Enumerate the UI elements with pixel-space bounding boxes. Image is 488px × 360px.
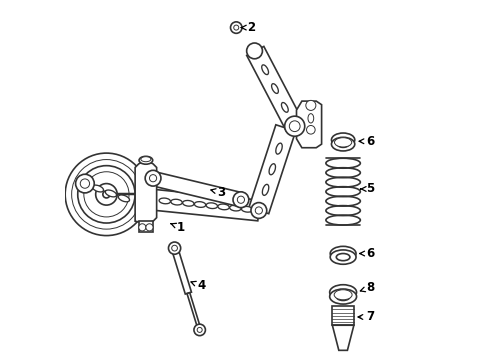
Circle shape <box>255 207 262 214</box>
Ellipse shape <box>218 204 229 210</box>
Circle shape <box>230 22 242 33</box>
Circle shape <box>305 100 315 111</box>
Ellipse shape <box>329 246 355 261</box>
Ellipse shape <box>271 84 278 94</box>
Circle shape <box>80 179 89 188</box>
Ellipse shape <box>261 65 268 75</box>
Circle shape <box>250 203 266 219</box>
Circle shape <box>237 196 244 203</box>
Ellipse shape <box>159 198 170 204</box>
Text: 3: 3 <box>210 186 225 199</box>
Ellipse shape <box>281 103 287 112</box>
Circle shape <box>233 25 238 30</box>
Circle shape <box>246 43 262 59</box>
Circle shape <box>76 174 94 193</box>
Polygon shape <box>246 46 303 131</box>
Ellipse shape <box>105 190 116 197</box>
Polygon shape <box>81 174 141 213</box>
Polygon shape <box>332 325 353 350</box>
Circle shape <box>306 126 314 134</box>
Ellipse shape <box>337 141 348 147</box>
Ellipse shape <box>194 202 205 207</box>
Ellipse shape <box>329 285 356 300</box>
Circle shape <box>194 324 205 336</box>
Circle shape <box>96 184 117 205</box>
Circle shape <box>233 192 248 208</box>
Text: 2: 2 <box>241 21 255 34</box>
Ellipse shape <box>336 293 349 301</box>
Ellipse shape <box>206 203 217 208</box>
Text: 1: 1 <box>170 221 184 234</box>
Ellipse shape <box>333 290 351 300</box>
Ellipse shape <box>92 185 103 192</box>
Ellipse shape <box>268 164 275 175</box>
Ellipse shape <box>331 137 354 151</box>
Circle shape <box>65 153 147 235</box>
Circle shape <box>168 242 180 254</box>
Circle shape <box>102 191 110 198</box>
Text: 6: 6 <box>359 247 374 260</box>
Ellipse shape <box>241 206 252 212</box>
Circle shape <box>284 116 304 136</box>
Circle shape <box>72 159 141 229</box>
Ellipse shape <box>331 133 354 147</box>
Ellipse shape <box>334 138 351 147</box>
Ellipse shape <box>329 289 356 304</box>
Text: 5: 5 <box>360 183 374 195</box>
Ellipse shape <box>139 156 152 164</box>
Polygon shape <box>296 101 321 148</box>
Circle shape <box>197 327 202 332</box>
Circle shape <box>149 175 156 182</box>
Text: 4: 4 <box>191 279 205 292</box>
Ellipse shape <box>262 184 268 195</box>
Ellipse shape <box>229 205 241 211</box>
Circle shape <box>145 170 161 186</box>
Ellipse shape <box>170 199 182 205</box>
Polygon shape <box>332 306 353 325</box>
Ellipse shape <box>118 195 129 202</box>
Polygon shape <box>248 125 295 214</box>
Circle shape <box>78 166 135 223</box>
Polygon shape <box>171 247 191 294</box>
Circle shape <box>145 224 153 231</box>
Ellipse shape <box>329 250 355 264</box>
Polygon shape <box>186 293 201 330</box>
Circle shape <box>171 245 177 251</box>
Text: 6: 6 <box>358 135 374 148</box>
Ellipse shape <box>275 143 282 154</box>
Ellipse shape <box>141 157 151 162</box>
Circle shape <box>83 172 129 217</box>
Circle shape <box>139 224 145 231</box>
Ellipse shape <box>307 114 313 123</box>
Polygon shape <box>152 189 259 221</box>
Circle shape <box>289 121 300 132</box>
Ellipse shape <box>182 201 194 206</box>
Polygon shape <box>149 171 242 207</box>
Polygon shape <box>135 160 156 223</box>
Polygon shape <box>139 221 153 232</box>
Text: 7: 7 <box>357 310 374 324</box>
Ellipse shape <box>336 253 349 261</box>
Text: 8: 8 <box>360 281 374 294</box>
